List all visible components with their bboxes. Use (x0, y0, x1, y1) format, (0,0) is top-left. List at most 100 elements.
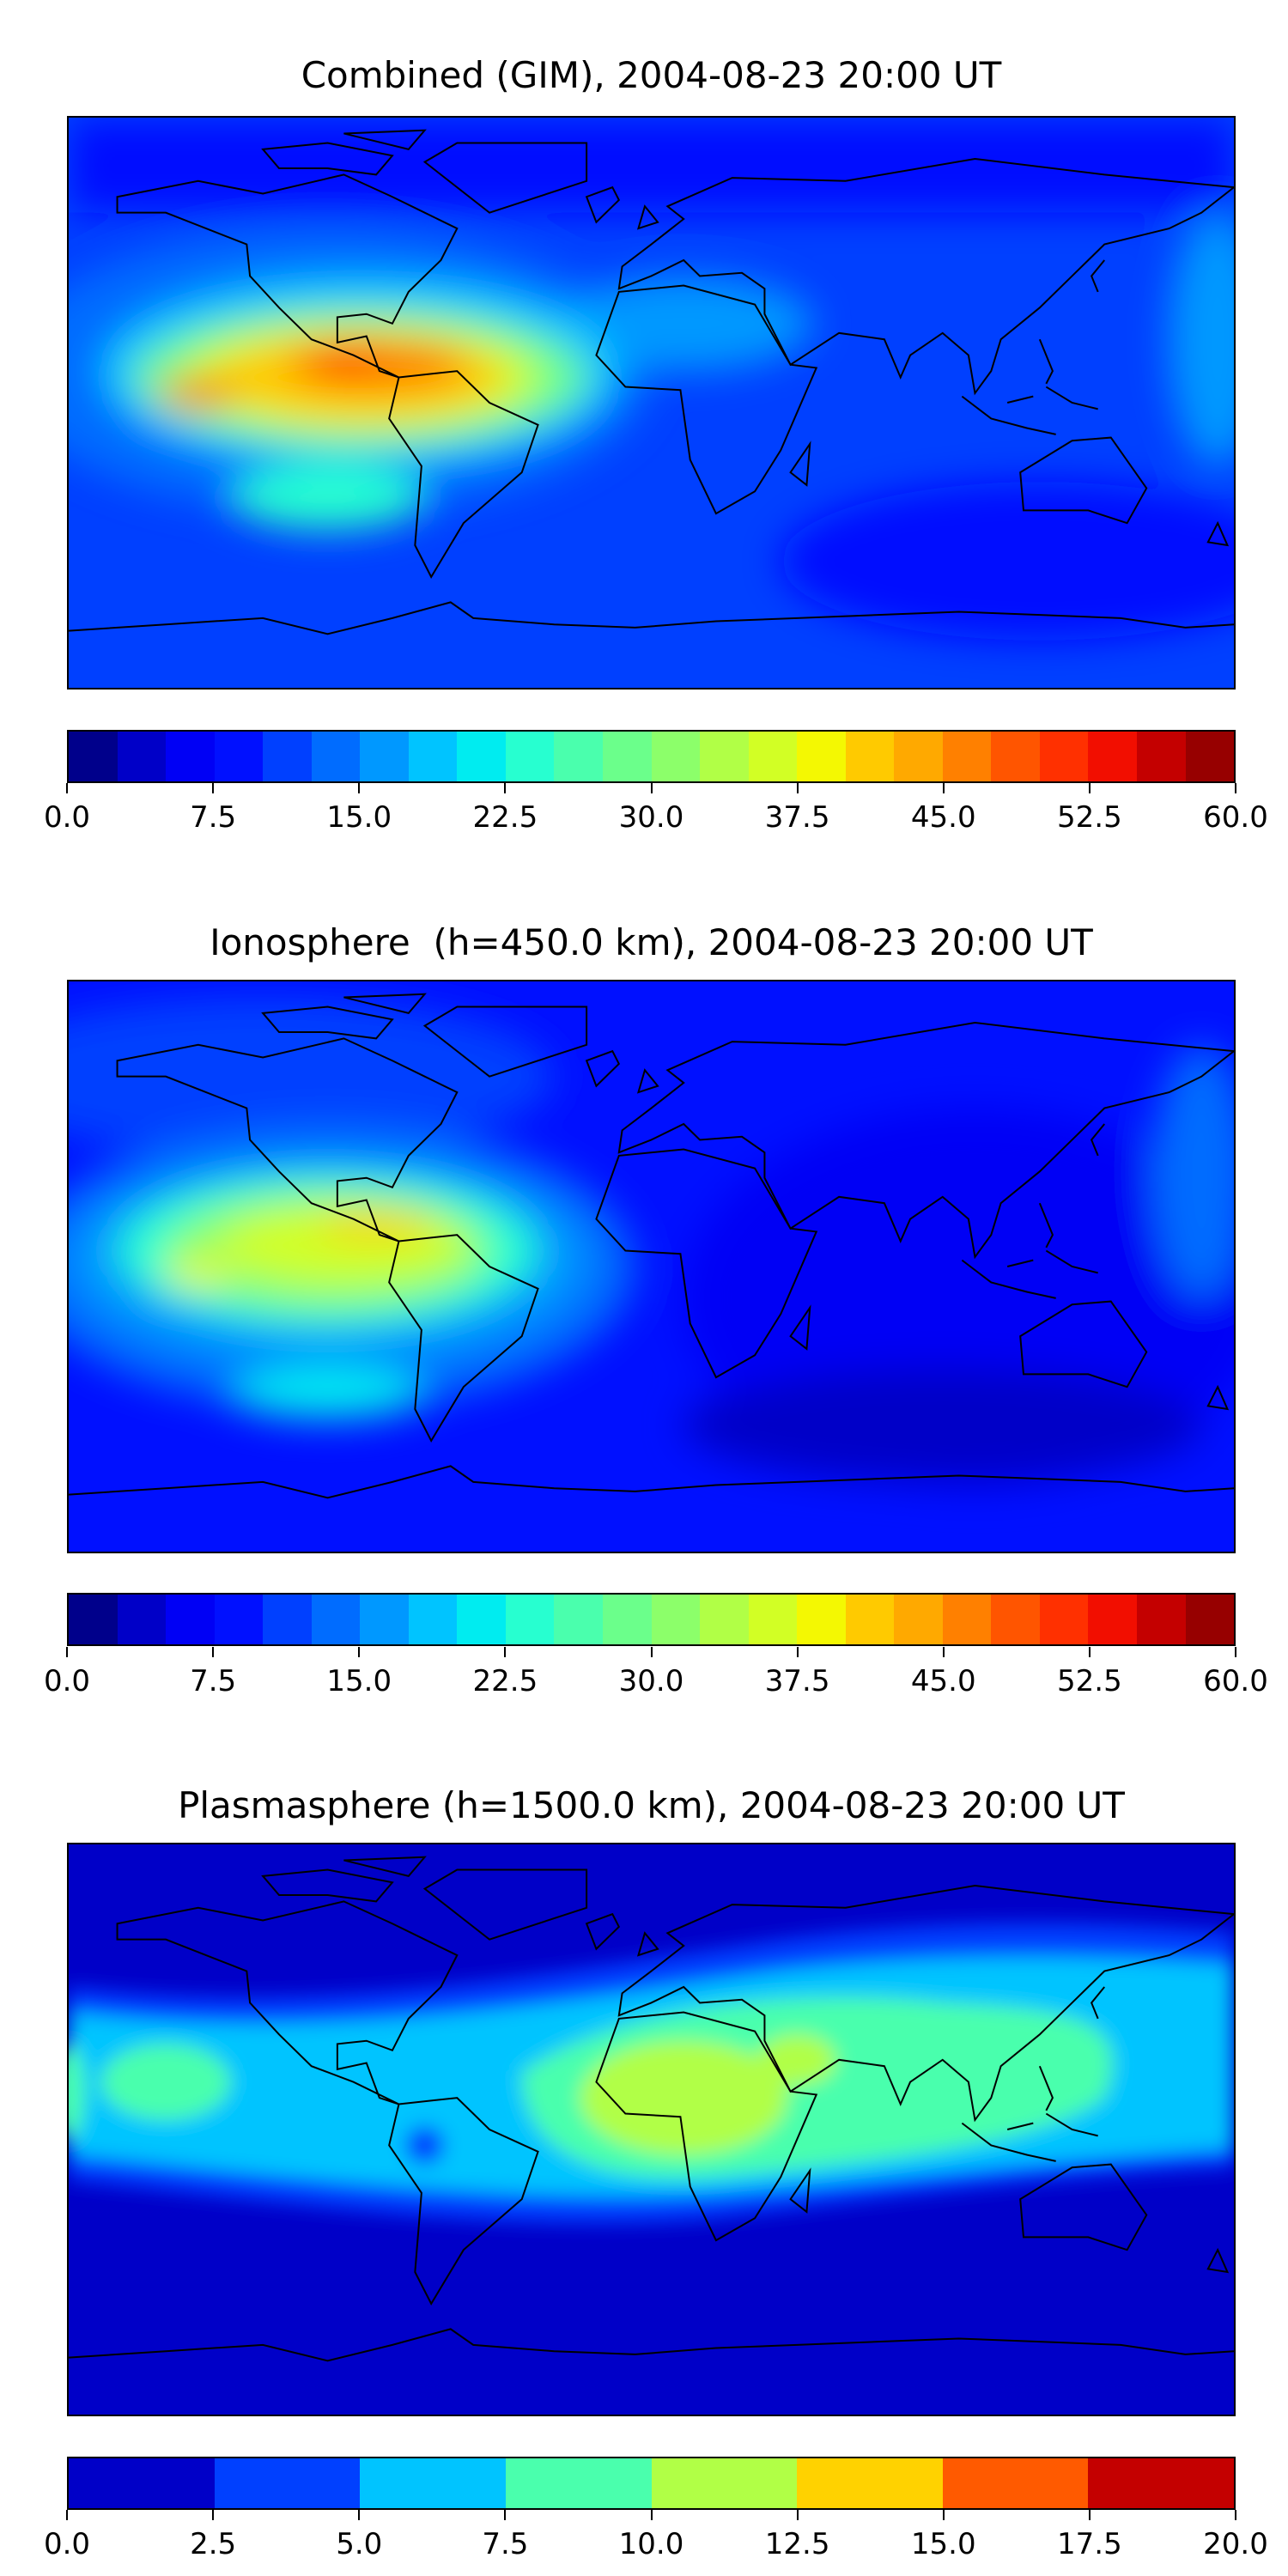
colorbar-segment (1088, 2458, 1234, 2508)
colorbar-tick-label: 7.5 (482, 2527, 529, 2561)
colorbar-segment (845, 1595, 895, 1644)
colorbar-segment (942, 1595, 992, 1644)
colorbar-segment (1088, 1595, 1138, 1644)
colorbar-tick-label: 7.5 (190, 1664, 237, 1698)
colorbar-segment (214, 732, 264, 781)
colorbar-tick (504, 1647, 507, 1657)
colorbar-segment (797, 1595, 846, 1644)
colorbar-segment (69, 1595, 118, 1644)
colorbar-tick (358, 1647, 361, 1657)
colorbar-segment (797, 732, 846, 781)
colorbar-tick-label: 12.5 (764, 2527, 830, 2561)
colorbar-tick (66, 783, 68, 793)
colorbar-tick (796, 1647, 799, 1657)
colorbar-tick-label: 37.5 (764, 800, 830, 835)
colorbar-segment (1185, 732, 1235, 781)
colorbar-tick (358, 2510, 361, 2520)
colorbar (67, 1593, 1236, 1646)
colorbar-segment (991, 1595, 1040, 1644)
colorbar-segment (845, 732, 895, 781)
colorbar-tick-label: 45.0 (910, 800, 976, 835)
colorbar-segment (991, 732, 1040, 781)
colorbar-segment (603, 1595, 652, 1644)
chart-title: Plasmasphere (h=1500.0 km), 2004-08-23 2… (178, 1784, 1125, 1826)
colorbar-tick (1088, 1647, 1091, 1657)
colorbar-tick-label: 37.5 (764, 1664, 830, 1698)
chart-title: Combined (GIM), 2004-08-23 20:00 UT (301, 54, 1002, 96)
colorbar-tick-label: 30.0 (618, 800, 684, 835)
colorbar-tick (1088, 2510, 1091, 2520)
colorbar-segment (1039, 732, 1089, 781)
colorbar (67, 730, 1236, 783)
colorbar-tick-label: 30.0 (618, 1664, 684, 1698)
colorbar-segment (457, 732, 506, 781)
colorbar-tick-label: 22.5 (472, 800, 538, 835)
colorbar-tick-label: 0.0 (43, 2527, 91, 2561)
colorbar-tick (358, 783, 361, 793)
colorbar-tick-label: 45.0 (910, 1664, 976, 1698)
colorbar-tick (212, 1647, 215, 1657)
colorbar-ticks: 0.0 2.5 5.0 7.5 10.0 12.5 15.0 17.5 20.0 (44, 2510, 1268, 2561)
chart-title: Ionosphere (h=450.0 km), 2004-08-23 20:0… (210, 921, 1093, 963)
colorbar-segment (651, 2458, 798, 2508)
colorbar-segment (554, 1595, 604, 1644)
colorbar-segment (360, 732, 409, 781)
colorbar-tick-label: 0.0 (43, 800, 91, 835)
colorbar-tick (650, 783, 653, 793)
colorbar-segment (263, 1595, 312, 1644)
colorbar-segment (1039, 1595, 1089, 1644)
colorbar-tick-label: 17.5 (1057, 2527, 1122, 2561)
colorbar-ticks: 0.0 7.5 15.0 22.5 30.0 37.5 45.0 52.5 60.0 (44, 783, 1268, 835)
colorbar-segment (1137, 732, 1186, 781)
colorbar-tick (212, 2510, 215, 2520)
colorbar-tick-label: 0.0 (43, 1664, 91, 1698)
colorbar-tick-label: 15.0 (326, 1664, 392, 1698)
colorbar-tick (504, 783, 507, 793)
colorbar-tick (942, 1647, 945, 1657)
colorbar-tick (650, 1647, 653, 1657)
colorbar-tick-label: 10.0 (618, 2527, 684, 2561)
colorbar-segment (505, 1595, 555, 1644)
colorbar-tick (1235, 783, 1236, 793)
colorbar-segment (1137, 1595, 1186, 1644)
colorbar-segment (797, 2458, 943, 2508)
colorbar-tick (212, 783, 215, 793)
colorbar-tick-label: 60.0 (1203, 800, 1268, 835)
colorbar-segment (554, 732, 604, 781)
colorbar-segment (117, 1595, 167, 1644)
colorbar-segment (748, 732, 798, 781)
colorbar-segment (505, 2458, 652, 2508)
colorbar-tick-label: 5.0 (336, 2527, 383, 2561)
colorbar-segment (311, 732, 361, 781)
colorbar-tick-label: 15.0 (326, 800, 392, 835)
colorbar-tick-label: 20.0 (1203, 2527, 1268, 2561)
colorbar-segment (700, 1595, 749, 1644)
colorbar-tick-label: 60.0 (1203, 1664, 1268, 1698)
colorbar-tick-label: 52.5 (1057, 800, 1122, 835)
colorbar-segment (1088, 732, 1138, 781)
colorbar-tick (942, 783, 945, 793)
colorbar-segment (214, 2458, 361, 2508)
colorbar-segment (360, 1595, 409, 1644)
colorbar-segment (263, 732, 312, 781)
colorbar-segment (603, 732, 652, 781)
colorbar-tick (1088, 783, 1091, 793)
colorbar-segment (505, 732, 555, 781)
colorbar (67, 2457, 1236, 2510)
colorbar-segment (942, 2458, 1089, 2508)
colorbar-tick (942, 2510, 945, 2520)
colorbar-tick-label: 7.5 (190, 800, 237, 835)
colorbar-ticks: 0.0 7.5 15.0 22.5 30.0 37.5 45.0 52.5 60.0 (44, 1647, 1268, 1698)
combined-gim-map (67, 116, 1236, 690)
colorbar-segment (894, 732, 943, 781)
colorbar-segment (894, 1595, 943, 1644)
colorbar-tick (1235, 1647, 1236, 1657)
colorbar-tick (66, 1647, 68, 1657)
colorbar-segment (748, 1595, 798, 1644)
colorbar-segment (408, 1595, 458, 1644)
ionosphere-map (67, 980, 1236, 1553)
colorbar-tick (796, 783, 799, 793)
colorbar-segment (360, 2458, 506, 2508)
colorbar-segment (214, 1595, 264, 1644)
colorbar-segment (117, 732, 167, 781)
